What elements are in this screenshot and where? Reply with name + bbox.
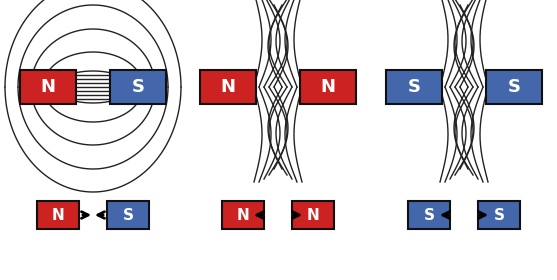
Text: N: N <box>320 78 335 96</box>
FancyBboxPatch shape <box>478 201 520 229</box>
Text: N: N <box>52 207 65 223</box>
Text: S: S <box>507 78 520 96</box>
Text: N: N <box>306 207 319 223</box>
FancyBboxPatch shape <box>200 70 256 104</box>
Text: S: S <box>408 78 421 96</box>
Text: S: S <box>494 207 505 223</box>
FancyBboxPatch shape <box>20 70 76 104</box>
FancyBboxPatch shape <box>222 201 264 229</box>
FancyBboxPatch shape <box>107 201 149 229</box>
FancyBboxPatch shape <box>386 70 442 104</box>
Text: S: S <box>131 78 144 96</box>
Text: N: N <box>41 78 56 96</box>
Text: N: N <box>237 207 250 223</box>
FancyBboxPatch shape <box>408 201 450 229</box>
FancyBboxPatch shape <box>300 70 356 104</box>
FancyBboxPatch shape <box>110 70 166 104</box>
FancyBboxPatch shape <box>292 201 334 229</box>
FancyBboxPatch shape <box>37 201 79 229</box>
Text: S: S <box>123 207 134 223</box>
Text: S: S <box>423 207 434 223</box>
FancyBboxPatch shape <box>486 70 542 104</box>
Text: N: N <box>221 78 236 96</box>
